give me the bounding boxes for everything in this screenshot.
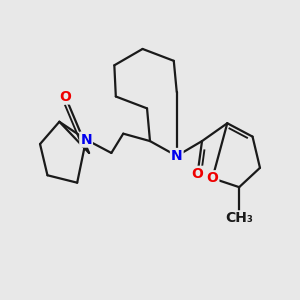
Text: N: N bbox=[171, 149, 183, 163]
Text: O: O bbox=[59, 89, 71, 103]
Text: CH₃: CH₃ bbox=[225, 212, 253, 225]
Text: O: O bbox=[206, 171, 218, 185]
Text: N: N bbox=[80, 133, 92, 147]
Text: O: O bbox=[192, 167, 203, 181]
